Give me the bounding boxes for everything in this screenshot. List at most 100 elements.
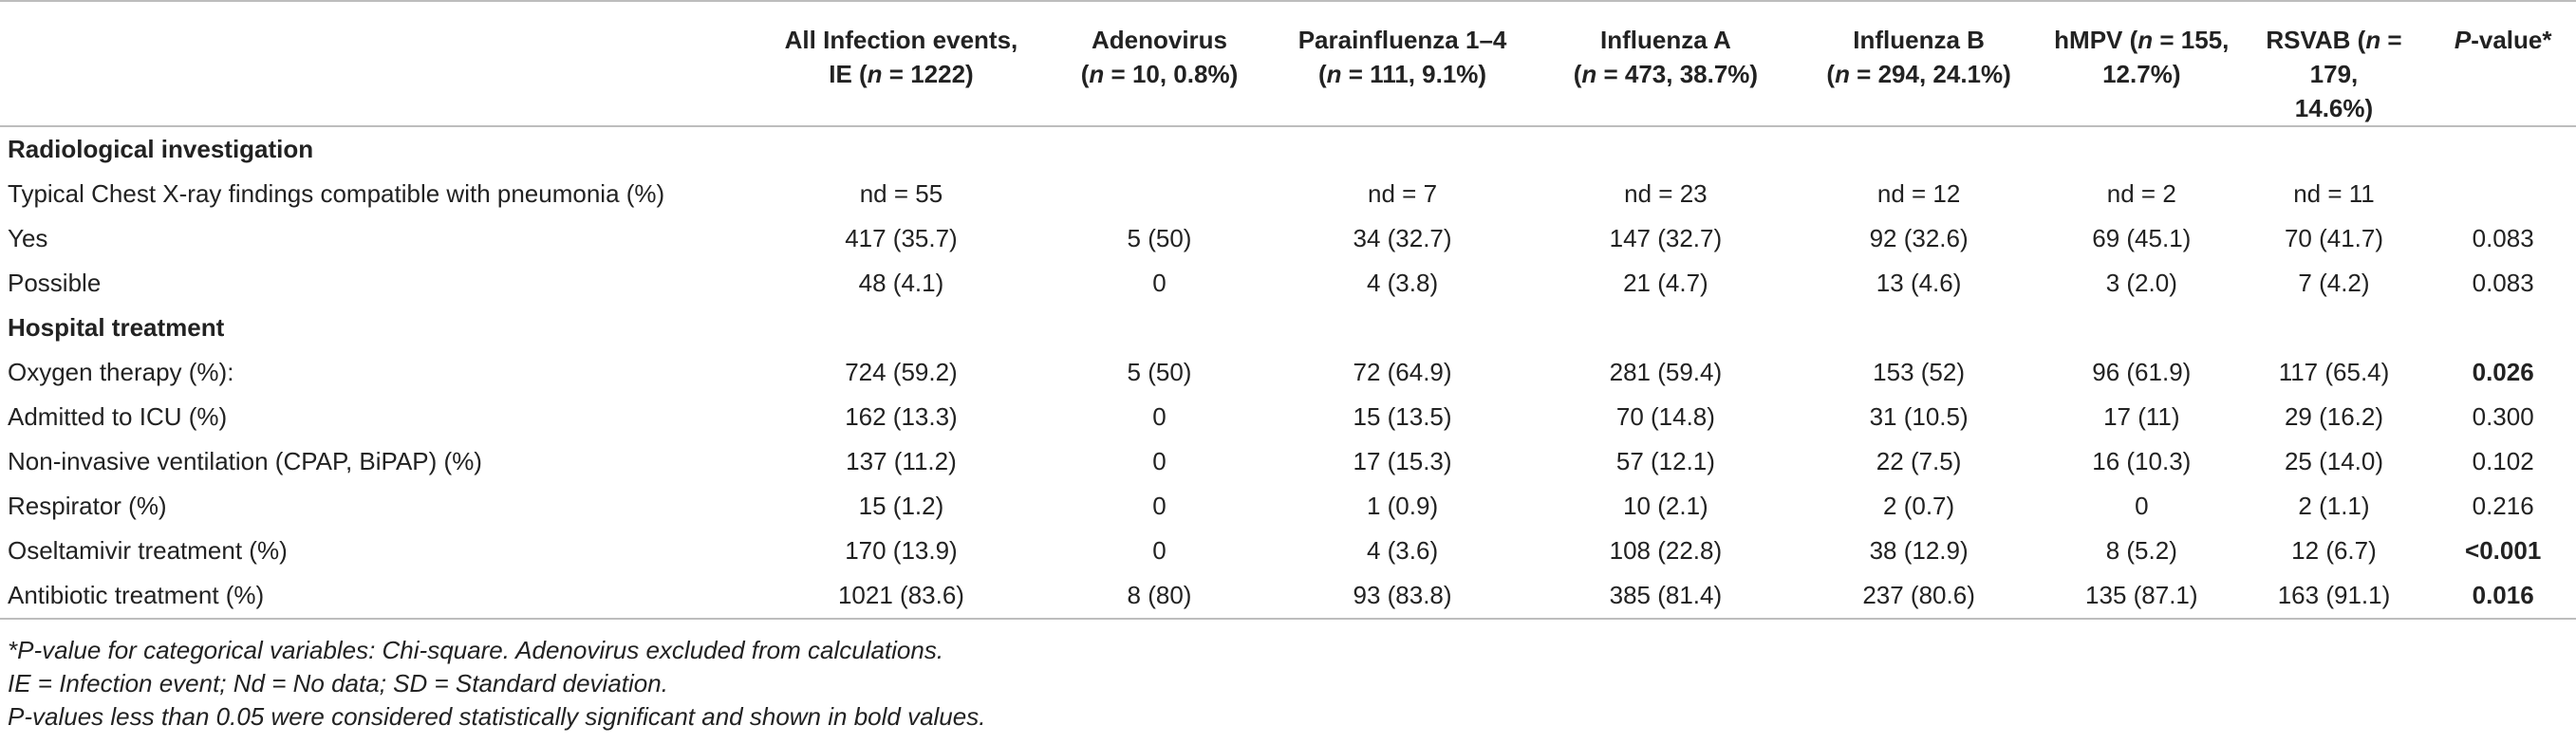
table-cell: 70 (41.7): [2284, 224, 2384, 252]
section-row: Radiological investigation: [0, 126, 2576, 172]
header-cell-influenza-b: Influenza B (n = 294, 24.1%): [1792, 0, 2045, 127]
p-value-cell: 0.026: [2472, 358, 2534, 386]
row-label: Respirator (%): [8, 492, 167, 520]
table-cell: 147 (32.7): [1609, 224, 1723, 252]
row-label: Non-invasive ventilation (CPAP, BiPAP) (…: [8, 447, 482, 475]
table-cell: 135 (87.1): [2044, 573, 2238, 620]
table-cell: 48 (4.1): [858, 269, 944, 297]
table-cell: 13 (4.6): [1876, 269, 1962, 297]
row-label: Antibiotic treatment (%): [0, 573, 750, 620]
table-cell: 1 (0.9): [1366, 492, 1439, 520]
table-cell: 417 (35.7): [845, 224, 958, 252]
header-cell-label: [0, 0, 750, 127]
table-cell: 29 (16.2): [2284, 402, 2384, 431]
table-cell: nd = 11: [2293, 179, 2375, 208]
table-row: Yes 417 (35.7) 5 (50) 34 (32.7) 147 (32.7) 92…: [0, 216, 2576, 261]
table-cell: 0: [1152, 536, 1167, 565]
table-cell: 5 (50): [1127, 358, 1192, 386]
section-heading: Hospital treatment: [8, 313, 225, 342]
table-body: Radiological investigation Typical Chest …: [0, 126, 2576, 620]
table-cell: 93 (83.8): [1265, 573, 1540, 620]
header-cell-rsvab: RSVAB (n = 179, 14.6%): [2237, 0, 2431, 127]
header-cell-hmpv: hMPV (n = 155, 12.7%): [2044, 0, 2238, 127]
table-cell: 92 (32.6): [1869, 224, 1969, 252]
table-row: Non-invasive ventilation (CPAP, BiPAP) (…: [0, 439, 2576, 484]
table-cell: 724 (59.2): [845, 358, 958, 386]
table-cell: 0: [2135, 492, 2149, 520]
table-cell: 170 (13.9): [845, 536, 958, 565]
table-cell: 0: [1152, 402, 1167, 431]
table-cell: 17 (11): [2103, 402, 2180, 431]
table-cell: 8 (5.2): [2105, 536, 2177, 565]
table-cell: 22 (7.5): [1876, 447, 1962, 475]
row-label: Possible: [8, 269, 102, 297]
table-row: Oseltamivir treatment (%) 170 (13.9) 0 4 (3…: [0, 529, 2576, 573]
table-cell: 31 (10.5): [1869, 402, 1969, 431]
table-cell: 7 (4.2): [2298, 269, 2370, 297]
table-cell: nd = 55: [859, 179, 943, 208]
section-heading: Radiological investigation: [8, 135, 314, 163]
table-row: Possible 48 (4.1) 0 4 (3.8) 21 (4.7) 13 (4.6)…: [0, 261, 2576, 306]
table-cell: 0: [1152, 447, 1167, 475]
header-cell-all: All Infection events, IE (n = 1222): [749, 0, 1054, 127]
table-cell: 153 (52): [1873, 358, 1966, 386]
table-cell: 281 (59.4): [1609, 358, 1723, 386]
table-cell: 163 (91.1): [2237, 573, 2431, 620]
table-cell: 2 (0.7): [1883, 492, 1955, 520]
table-cell: 16 (10.3): [2092, 447, 2192, 475]
p-value-cell: [2430, 172, 2576, 216]
p-value-cell: <0.001: [2465, 536, 2542, 565]
footnote: *P-value for categorical variables: Chi-…: [8, 636, 944, 664]
table-cell: 8 (80): [1053, 573, 1266, 620]
table-row: Typical Chest X-ray findings compatible …: [0, 172, 2576, 216]
table-cell: 117 (65.4): [2278, 358, 2390, 386]
row-label: Yes: [8, 224, 48, 252]
row-label: Admitted to ICU (%): [8, 402, 228, 431]
table-cell: 12 (6.7): [2291, 536, 2377, 565]
table-cell: 69 (45.1): [2092, 224, 2192, 252]
table-cell: [1053, 172, 1265, 216]
header-cell-adenovirus: Adenovirus (n = 10, 0.8%): [1053, 0, 1266, 127]
row-label: Oxygen therapy (%):: [8, 358, 234, 386]
row-label: Oseltamivir treatment (%): [8, 536, 288, 565]
table-cell: 15 (13.5): [1353, 402, 1452, 431]
table-cell: 137 (11.2): [846, 447, 957, 475]
table-cell: 385 (81.4): [1539, 573, 1793, 620]
table-cell: 38 (12.9): [1869, 536, 1969, 565]
table-cell: 108 (22.8): [1609, 536, 1723, 565]
table-cell: 25 (14.0): [2284, 447, 2384, 475]
table-cell: 96 (61.9): [2092, 358, 2192, 386]
table-row: Oxygen therapy (%): 724 (59.2) 5 (50) 72 (6…: [0, 350, 2576, 395]
results-table: All Infection events, IE (n = 1222) Adeno…: [0, 0, 2576, 620]
header-row: All Infection events, IE (n = 1222) Adeno…: [0, 0, 2576, 127]
table-cell: nd = 2: [2106, 179, 2176, 208]
row-label: Typical Chest X-ray findings compatible …: [8, 179, 665, 208]
table-cell: nd = 7: [1368, 179, 1438, 208]
table-cell: nd = 23: [1624, 179, 1708, 208]
p-value-cell: 0.083: [2472, 224, 2534, 252]
header-cell-parainfluenza: Parainfluenza 1–4 (n = 111, 9.1%): [1265, 0, 1540, 127]
table-cell: 4 (3.6): [1366, 536, 1439, 565]
table-cell: 3 (2.0): [2105, 269, 2177, 297]
table-cell: 4 (3.8): [1366, 269, 1439, 297]
section-row: Hospital treatment: [0, 306, 2576, 350]
table-row: Antibiotic treatment (%) 1021 (83.6) 8 (80…: [0, 573, 2576, 620]
header-cell-influenza-a: Influenza A (n = 473, 38.7%): [1539, 0, 1793, 127]
table-cell: 5 (50): [1127, 224, 1192, 252]
table-cell: 0: [1152, 492, 1167, 520]
table-cell: 162 (13.3): [845, 402, 958, 431]
footnote: IE = Infection event; Nd = No data; SD =…: [8, 669, 668, 698]
header-cell-p-value: P-value*: [2430, 0, 2576, 127]
table-cell: nd = 12: [1876, 179, 1961, 208]
p-value-cell: 0.300: [2472, 402, 2534, 431]
footnote: P-values less than 0.05 were considered …: [8, 702, 986, 731]
table-cell: 34 (32.7): [1353, 224, 1452, 252]
table-cell: 70 (14.8): [1615, 402, 1715, 431]
table-cell: 17 (15.3): [1353, 447, 1452, 475]
p-value-cell: 0.016: [2430, 573, 2576, 620]
table-cell: 21 (4.7): [1623, 269, 1708, 297]
p-value-cell: 0.083: [2472, 269, 2534, 297]
table-row: Respirator (%) 15 (1.2) 0 1 (0.9) 10 (2.1) 2 …: [0, 484, 2576, 529]
table-cell: 2 (1.1): [2298, 492, 2370, 520]
